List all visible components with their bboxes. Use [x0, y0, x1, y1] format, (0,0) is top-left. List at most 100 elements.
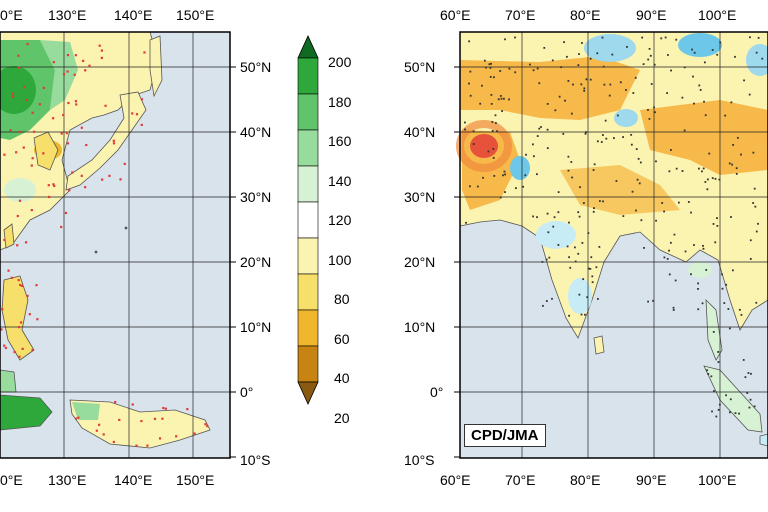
station-marker	[543, 46, 546, 49]
station-marker	[496, 130, 498, 133]
station-marker	[502, 174, 504, 177]
station-marker	[622, 136, 624, 138]
station-marker	[641, 36, 644, 39]
station-marker	[661, 202, 664, 204]
station-marker	[85, 143, 88, 147]
station-marker	[580, 83, 583, 86]
station-marker	[721, 287, 724, 290]
right-top-lon-label: 60°E	[440, 7, 471, 23]
station-marker	[702, 167, 705, 170]
station-marker	[569, 266, 572, 269]
station-marker	[568, 314, 570, 317]
station-marker	[712, 390, 715, 393]
station-marker	[609, 83, 612, 86]
colorbar-segment	[297, 93, 319, 131]
station-marker	[587, 232, 590, 235]
station-marker	[706, 369, 709, 372]
station-marker	[80, 174, 83, 177]
station-marker	[663, 210, 665, 213]
station-marker	[62, 113, 65, 117]
station-marker	[673, 233, 676, 236]
station-marker	[38, 103, 42, 106]
left-island	[124, 226, 128, 230]
station-marker	[140, 123, 143, 127]
left-top-lon-label: 150°E	[176, 7, 214, 23]
station-marker	[735, 167, 738, 170]
station-marker	[747, 372, 750, 374]
right-land-orange-tibet	[560, 165, 680, 215]
station-marker	[577, 211, 580, 214]
station-marker	[608, 94, 611, 97]
right-lat-label: 10°N	[404, 319, 435, 335]
colorbar-tick-label: 80	[334, 291, 350, 307]
station-marker	[193, 432, 196, 435]
station-marker	[64, 211, 68, 215]
station-marker	[742, 359, 745, 361]
station-marker	[612, 137, 615, 139]
station-marker	[746, 392, 749, 394]
station-marker	[592, 210, 595, 213]
station-marker	[664, 36, 667, 39]
colorbar-tick-label: 20	[334, 410, 350, 426]
station-marker	[508, 98, 510, 101]
station-marker	[567, 80, 570, 82]
station-marker	[483, 59, 486, 62]
right-land-blue-patch	[510, 156, 530, 180]
left-land-taiwan	[3, 223, 15, 249]
station-marker	[639, 161, 642, 164]
station-marker	[546, 212, 549, 215]
station-marker	[502, 97, 505, 100]
left-lat-label: 10°N	[240, 319, 271, 335]
right-land-orange-east	[640, 100, 768, 175]
station-marker	[492, 157, 495, 159]
station-marker	[123, 162, 126, 165]
station-marker	[647, 109, 649, 111]
station-marker	[18, 355, 21, 358]
station-marker	[135, 444, 138, 447]
station-marker	[734, 412, 737, 415]
station-marker	[602, 65, 605, 68]
station-marker	[654, 111, 656, 114]
station-marker	[589, 267, 592, 270]
colorbar	[297, 35, 319, 405]
station-marker	[714, 177, 717, 180]
station-marker	[653, 106, 655, 109]
station-marker	[11, 95, 15, 98]
station-marker	[508, 67, 511, 70]
station-marker	[728, 162, 731, 165]
station-marker	[731, 163, 734, 166]
station-marker	[640, 219, 643, 222]
station-marker	[25, 99, 28, 102]
station-marker	[536, 135, 539, 137]
station-marker	[583, 87, 586, 90]
station-marker	[552, 225, 555, 228]
colorbar-segment	[297, 309, 319, 347]
station-marker	[143, 51, 146, 54]
station-marker	[19, 283, 22, 287]
station-marker	[570, 112, 573, 115]
station-marker	[600, 141, 603, 143]
station-marker	[546, 103, 549, 105]
station-marker	[52, 61, 55, 64]
station-marker	[755, 51, 758, 54]
station-marker	[476, 185, 479, 188]
station-marker	[650, 83, 653, 85]
colorbar-tick-label: 60	[334, 331, 350, 347]
station-marker	[490, 62, 492, 65]
station-marker	[501, 110, 503, 112]
colorbar-tick-label: 140	[328, 173, 352, 189]
station-marker	[108, 174, 111, 177]
station-marker	[26, 43, 29, 46]
station-marker	[598, 200, 601, 202]
station-marker	[723, 302, 726, 304]
station-marker	[465, 221, 467, 224]
station-marker	[494, 122, 497, 124]
station-marker	[584, 313, 586, 316]
station-marker	[583, 89, 586, 92]
right-bottom-lon-label: 90°E	[636, 472, 667, 488]
station-marker	[717, 361, 720, 363]
station-marker	[616, 114, 619, 117]
left-lat-label: 20°N	[240, 254, 271, 270]
right-map-frame	[459, 31, 768, 459]
station-marker	[35, 284, 38, 287]
